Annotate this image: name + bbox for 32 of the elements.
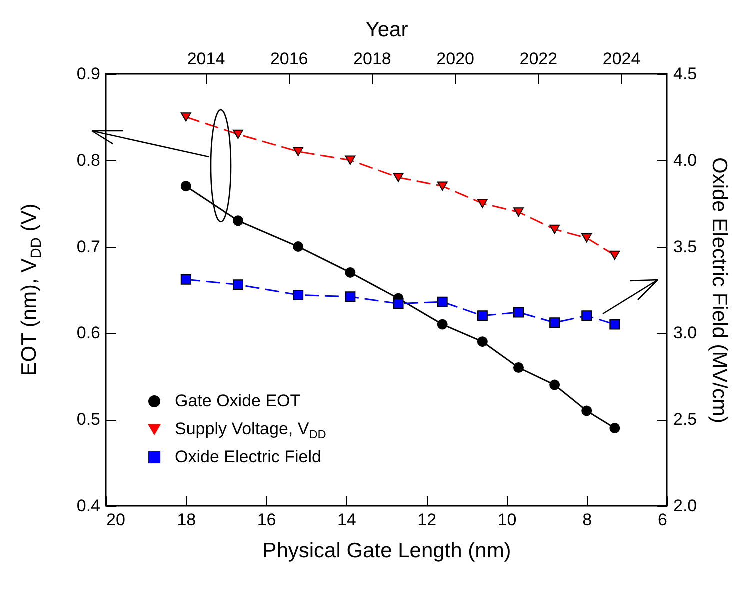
x-tick-label: 8	[582, 510, 592, 530]
y-tick-label: 0.7	[76, 237, 100, 256]
y-tick-label: 0.9	[76, 64, 100, 84]
x-axis-title: Physical Gate Length (nm)	[262, 540, 512, 562]
x-tick-label: 6	[658, 510, 668, 530]
y-tick-label: 0.8	[76, 150, 100, 170]
x-tick-label: 10	[498, 510, 517, 530]
x2-tick-label: 2014	[187, 50, 226, 68]
x-tick-label: 16	[257, 510, 276, 530]
x2-tick-label: 2022	[520, 50, 558, 68]
y-tick-label: 0.4	[76, 496, 100, 516]
y-tick-label: 0.6	[76, 324, 100, 343]
y2-tick-label: 2.0	[674, 496, 698, 516]
y2-axis-title: Oxide Electric Field (MV/cm)	[708, 157, 732, 424]
x2-tick-label: 2016	[270, 50, 308, 68]
y2-tick-label: 2.5	[674, 410, 698, 430]
y-tick-label: 0.5	[76, 410, 100, 430]
y2-tick-label: 4.0	[674, 150, 698, 170]
legend-label: Supply Voltage, V$_{DD}$	[175, 420, 327, 442]
x-tick-label: 20	[106, 510, 126, 530]
x2-tick-label: 2024	[602, 50, 641, 68]
x-tick-label: 18	[177, 510, 196, 530]
y2-tick-label: 4.5	[674, 64, 698, 84]
x2-axis-title: Year	[366, 18, 408, 42]
x-tick-label: 14	[337, 510, 356, 530]
legend-label: Gate Oxide EOT	[175, 392, 301, 410]
y2-tick-label: 3.0	[674, 324, 698, 343]
legend-label: Oxide Electric Field	[175, 448, 322, 466]
y2-tick-label: 3.5	[674, 237, 698, 256]
x-tick-label: 12	[418, 510, 437, 530]
x2-tick-label: 2020	[436, 50, 474, 68]
x2-tick-label: 2018	[354, 50, 392, 68]
